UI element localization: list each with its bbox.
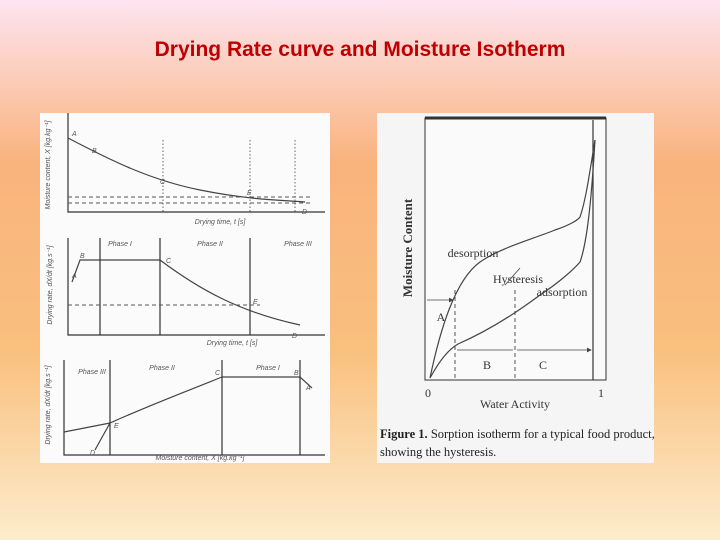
point-label: E [253, 299, 258, 306]
phase-label: Phase III [78, 369, 106, 376]
point-label: E [114, 423, 119, 430]
phase-label: Phase I [256, 365, 280, 372]
point-label: E [247, 190, 252, 197]
point-label: A [71, 131, 77, 138]
region-label: C [539, 358, 547, 372]
slide-title: Drying Rate curve and Moisture Isotherm [155, 38, 566, 61]
guide [109, 360, 301, 455]
point-label: D [292, 333, 297, 340]
phase-label: Phase II [149, 365, 175, 372]
x-label: Water Activity [480, 397, 550, 411]
x-label: Moisture content, X [kg.kg⁻¹] [156, 455, 246, 462]
point-label: B [294, 370, 299, 377]
figure-bg [40, 113, 330, 463]
region-label: B [483, 358, 491, 372]
axes [63, 360, 325, 456]
region-label: A [437, 310, 446, 324]
plot-box [424, 117, 607, 381]
point-label: A [305, 385, 311, 392]
caption-text: Sorption isotherm for a typical food pro… [431, 427, 655, 441]
x-tick-label: 1 [598, 386, 604, 400]
caption-text: showing the hysteresis. [380, 445, 496, 459]
drying-figure: Moisture content, X [kg.kg⁻¹] Drying tim… [40, 113, 330, 463]
axes [67, 238, 325, 336]
point-label: B [80, 253, 85, 260]
curve-label: adsorption [537, 285, 588, 299]
y-label: Moisture Content [400, 198, 415, 297]
curve [67, 137, 306, 203]
hysteresis-pointer [504, 267, 521, 286]
phase-label: Phase III [284, 241, 312, 248]
phase-label: Phase II [197, 241, 223, 248]
caption: Figure 1. Sorption isotherm for a typica… [380, 427, 655, 441]
point-label: B [92, 148, 97, 155]
caption-label: Figure 1. [380, 427, 428, 441]
point-label: C [166, 258, 172, 265]
axes [67, 113, 325, 213]
x-label: Drying time, t [s] [207, 340, 259, 347]
guide [454, 290, 516, 380]
adsorption-curve [429, 139, 596, 379]
guide [162, 140, 296, 212]
guide [68, 196, 310, 204]
curve-label: Hysteresis [493, 272, 543, 286]
isotherm-figure: Moisture Content desorption Hysteresis a… [377, 113, 655, 463]
guide [99, 238, 251, 335]
y-label: Drying rate, dX/dt [kg.s⁻¹] [45, 364, 52, 444]
y-label: Moisture content, X [kg.kg⁻¹] [45, 120, 52, 210]
point-label: D [90, 450, 95, 457]
point-label: C [215, 370, 221, 377]
phase-label: Phase I [108, 241, 132, 248]
curve [63, 422, 111, 433]
point-label: C [160, 179, 166, 186]
point-label: D [302, 209, 307, 216]
x-tick-label: 0 [425, 386, 431, 400]
point-label: A [71, 273, 77, 280]
curve-label: desorption [448, 246, 499, 260]
y-label: Drying rate, dX/dt [kg.s⁻¹] [47, 244, 54, 324]
x-label: Drying time, t [s] [195, 219, 247, 226]
